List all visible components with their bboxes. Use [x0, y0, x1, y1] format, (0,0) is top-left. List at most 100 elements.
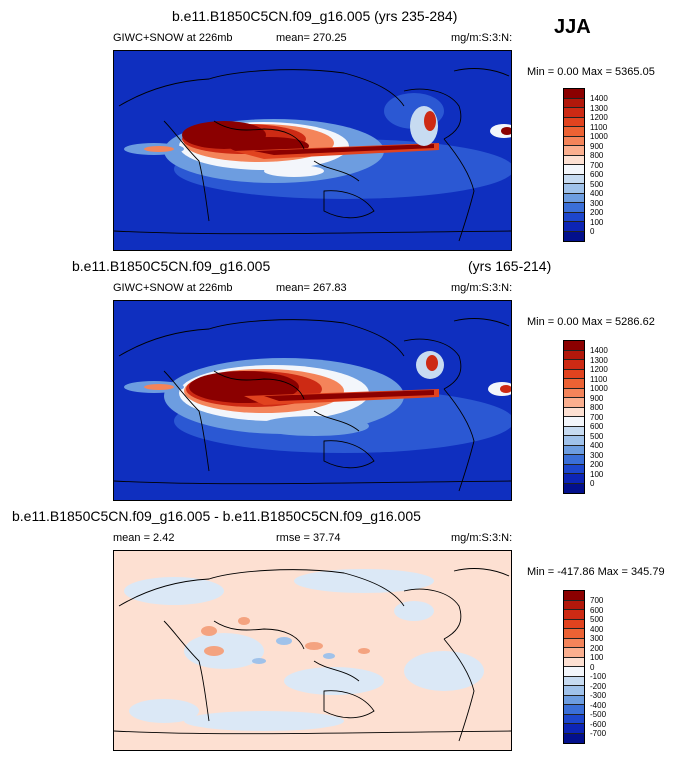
colorbar-swatch [564, 127, 584, 137]
colorbar-swatch [564, 203, 584, 213]
colorbar-level-label: 100 [590, 217, 604, 227]
colorbar-swatch [564, 89, 584, 99]
colorbar-swatch [564, 388, 584, 398]
panel-2-mean-label: mean= 267.83 [276, 282, 347, 294]
colorbar-swatch [564, 193, 584, 203]
colorbar-level-label: 700 [590, 160, 604, 170]
panel-1-variable-label: GIWC+SNOW at 226mb [113, 32, 233, 44]
colorbar-swatch [564, 464, 584, 474]
colorbar-level-label: 400 [590, 189, 604, 198]
colorbar-level-label: 100 [590, 653, 604, 662]
panel-3-field [124, 569, 484, 731]
colorbar-swatch [564, 108, 584, 118]
panel-1-units-label: mg/m:S:3:N: [451, 32, 513, 44]
colorbar-level-label: 0 [590, 227, 595, 236]
colorbar-level-label: 1000 [590, 384, 608, 393]
colorbar-swatch [564, 657, 584, 667]
colorbar-level-label: 600 [590, 170, 604, 179]
panel-3-title: b.e11.B1850C5CN.f09_g16.005 - b.e11.B185… [12, 508, 421, 524]
panel-2-minmax-label: Min = 0.00 Max = 5286.62 [527, 316, 655, 328]
colorbar-swatch [564, 174, 584, 184]
colorbar-swatch [564, 455, 584, 465]
colorbar-level-label: -200 [590, 681, 607, 691]
colorbar-swatch [564, 350, 584, 360]
panel-2-colorbar [563, 340, 585, 494]
colorbar-swatch [564, 638, 584, 648]
colorbar-swatch [564, 667, 584, 677]
colorbar-swatch [564, 369, 584, 379]
colorbar-level-label: 900 [590, 393, 604, 403]
colorbar-swatch [564, 407, 584, 417]
colorbar-level-label: 1200 [590, 365, 608, 374]
colorbar-level-label: 500 [590, 615, 604, 624]
colorbar-swatch [564, 155, 584, 165]
colorbar-swatch [564, 695, 584, 705]
panel-3-colorbar [563, 590, 585, 744]
colorbar-swatch [564, 146, 584, 156]
colorbar-level-label: 1300 [590, 355, 608, 365]
colorbar-swatch [564, 714, 584, 724]
colorbar-level-label: -400 [590, 700, 607, 710]
colorbar-swatch [564, 591, 584, 601]
colorbar-level-label: 1000 [590, 132, 608, 141]
colorbar-level-label: -600 [590, 719, 607, 729]
colorbar-level-label: 400 [590, 624, 604, 634]
colorbar-swatch [564, 222, 584, 232]
colorbar-swatch [564, 705, 584, 715]
panel-1-field [124, 93, 511, 199]
colorbar-level-label: 900 [590, 141, 604, 151]
colorbar-swatch [564, 341, 584, 351]
colorbar-level-label: 300 [590, 634, 604, 643]
panel-1-minmax-label: Min = 0.00 Max = 5365.05 [527, 66, 655, 78]
colorbar-level-label: 200 [590, 460, 604, 469]
colorbar-level-label: 1100 [590, 374, 608, 384]
panel-2-coastlines [114, 318, 511, 492]
colorbar-swatch [564, 417, 584, 427]
colorbar-swatch [564, 724, 584, 734]
colorbar-swatch [564, 184, 584, 194]
colorbar-level-label: 700 [590, 412, 604, 422]
colorbar-swatch [564, 676, 584, 686]
panel-1-colorbar [563, 88, 585, 242]
colorbar-swatch [564, 360, 584, 370]
colorbar-swatch [564, 398, 584, 408]
panel-3-coastlines [114, 568, 511, 742]
colorbar-level-label: 500 [590, 431, 604, 441]
colorbar-level-label: 1400 [590, 346, 608, 355]
panel-1-title: b.e11.B1850C5CN.f09_g16.005 (yrs 235-284… [172, 8, 458, 24]
colorbar-level-label: 0 [590, 479, 595, 488]
panel-3-mean-label: mean = 2.42 [113, 532, 175, 544]
colorbar-swatch [564, 117, 584, 127]
panel-2-field [124, 351, 511, 453]
colorbar-swatch [564, 165, 584, 175]
colorbar-swatch [564, 600, 584, 610]
panel-3-minmax-label: Min = -417.86 Max = 345.79 [527, 566, 665, 578]
panel-2-title: b.e11.B1850C5CN.f09_g16.005 [72, 258, 271, 274]
colorbar-level-label: 300 [590, 450, 604, 460]
panel-3-rmse-label: rmse = 37.74 [276, 532, 341, 544]
colorbar-level-label: 700 [590, 596, 604, 605]
colorbar-swatch [564, 474, 584, 484]
colorbar-level-label: -300 [590, 691, 607, 700]
panel-2-units-label: mg/m:S:3:N: [451, 282, 513, 294]
colorbar-swatch [564, 231, 584, 241]
panel-2-variable-label: GIWC+SNOW at 226mb [113, 282, 233, 294]
colorbar-level-label: 1400 [590, 94, 608, 103]
colorbar-swatch [564, 212, 584, 222]
colorbar-swatch [564, 379, 584, 389]
colorbar-level-label: 400 [590, 441, 604, 450]
colorbar-level-label: 800 [590, 151, 604, 160]
colorbar-level-label: 1200 [590, 113, 608, 122]
colorbar-level-label: 1100 [590, 122, 608, 132]
colorbar-swatch [564, 426, 584, 436]
colorbar-level-label: 200 [590, 643, 604, 653]
panel-1-coastlines [114, 68, 511, 242]
colorbar-swatch [564, 733, 584, 743]
panel-2-map [113, 300, 512, 501]
colorbar-level-label: 500 [590, 179, 604, 189]
colorbar-swatch [564, 136, 584, 146]
colorbar-swatch [564, 483, 584, 493]
colorbar-level-label: 0 [590, 662, 595, 672]
colorbar-level-label: -500 [590, 710, 607, 719]
colorbar-swatch [564, 98, 584, 108]
